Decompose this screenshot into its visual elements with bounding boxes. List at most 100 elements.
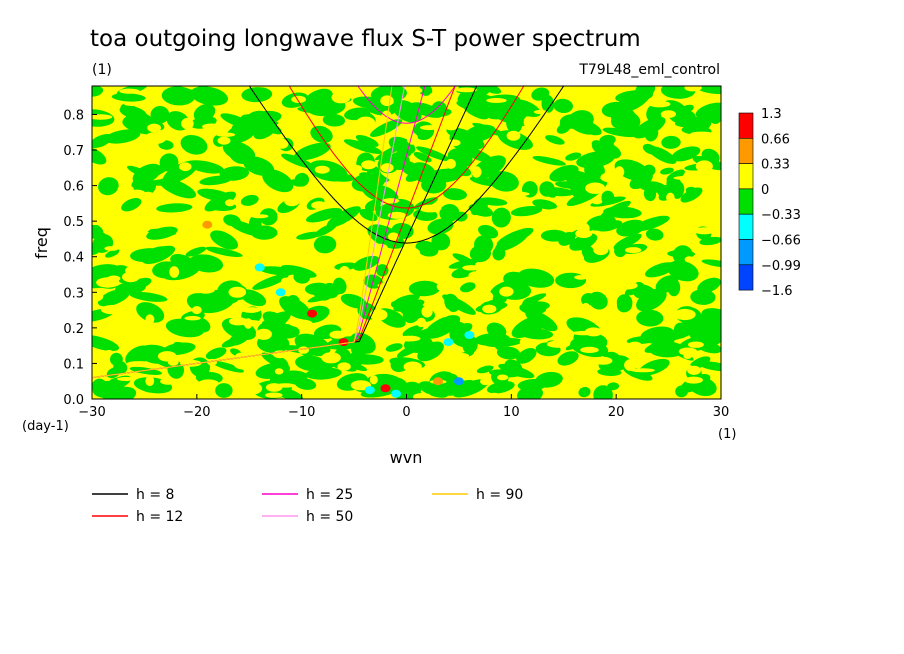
field-blob — [367, 224, 405, 249]
y-tick-label: 0.0 — [63, 393, 84, 408]
field-blob — [624, 247, 642, 254]
field-blob — [581, 293, 595, 306]
field-blob — [453, 378, 489, 398]
colorbar-swatch — [738, 138, 754, 164]
field-blob — [186, 160, 225, 174]
field-blob — [190, 86, 229, 106]
field-blob — [444, 123, 458, 131]
x-tick-label: −20 — [183, 405, 210, 420]
field-blob — [129, 291, 168, 302]
field-blob — [471, 166, 482, 178]
field-blob — [531, 87, 550, 101]
field-blob — [616, 281, 638, 290]
field-blob — [445, 352, 470, 360]
field-blob — [355, 134, 379, 147]
field-blob — [265, 383, 283, 392]
field-blob — [546, 340, 571, 348]
field-blob — [593, 385, 613, 399]
field-blob — [618, 126, 647, 135]
field-blob — [210, 230, 239, 250]
hotspot — [364, 386, 375, 395]
field-blob — [697, 277, 721, 293]
field-blob — [455, 234, 474, 244]
field-blob — [673, 364, 693, 370]
field-blob — [600, 172, 620, 183]
field-blob — [92, 133, 113, 149]
field-blob — [92, 147, 107, 165]
field-blob — [313, 235, 337, 254]
field-blob — [108, 390, 123, 399]
field-blob — [211, 360, 244, 373]
field-blob — [392, 100, 422, 123]
field-blob — [121, 198, 142, 212]
field-blob — [262, 169, 294, 193]
field-blob — [380, 95, 394, 106]
field-blob — [370, 86, 407, 104]
field-blob — [600, 285, 623, 296]
field-blob — [126, 361, 151, 367]
field-blob — [97, 288, 131, 307]
field-blob — [240, 289, 267, 307]
field-blob — [684, 256, 695, 263]
field-blob — [435, 307, 451, 318]
field-blob — [517, 268, 555, 288]
field-blob — [482, 304, 497, 314]
colorbar-swatch — [738, 239, 754, 266]
field-blob — [555, 272, 587, 289]
hotspot — [443, 338, 454, 347]
field-blob — [649, 336, 675, 351]
field-blob — [617, 260, 638, 269]
field-blob — [311, 201, 328, 210]
field-blob — [460, 282, 476, 293]
y-tick-label: 0.3 — [63, 286, 84, 301]
subtitle-left: (1) — [92, 62, 112, 78]
field-blob — [231, 121, 253, 140]
field-blob — [475, 292, 485, 301]
y-axis-label: freq — [32, 227, 51, 259]
colorbar-label: 0.33 — [761, 158, 790, 173]
field-blob — [215, 383, 233, 398]
legend-label: h = 25 — [306, 487, 353, 503]
y-tick-label: 0.4 — [63, 251, 84, 266]
field-blob — [160, 378, 177, 385]
field-blob — [506, 130, 521, 141]
field-blob — [387, 211, 407, 219]
field-blob — [442, 188, 467, 201]
hotspot — [280, 277, 291, 286]
field-blob — [491, 207, 511, 228]
legend: h = 8 h = 12 h = 25 h = 50 h = 90 — [92, 487, 523, 525]
field-blob — [364, 199, 381, 212]
field-blob — [431, 232, 451, 251]
field-blob — [624, 359, 637, 371]
field-blob — [284, 196, 300, 207]
field-blob — [628, 341, 642, 349]
legend-label: h = 50 — [306, 509, 353, 525]
field-blob — [436, 282, 448, 292]
field-blob — [100, 305, 124, 315]
field-blob — [519, 337, 530, 347]
field-blob — [535, 371, 563, 388]
field-blob — [524, 293, 547, 304]
field-blob — [212, 221, 223, 230]
field-blob — [420, 125, 439, 131]
field-blob — [376, 264, 389, 277]
field-blob — [644, 125, 659, 142]
field-blob — [147, 228, 176, 236]
field-blob — [223, 214, 241, 227]
field-blobs — [92, 86, 721, 399]
field-blob — [632, 215, 670, 232]
field-blob — [145, 375, 155, 387]
field-blob — [395, 383, 416, 399]
field-blob — [252, 273, 289, 290]
field-blob — [646, 103, 663, 123]
field-blob — [648, 100, 671, 108]
field-blob — [119, 88, 140, 94]
field-blob — [92, 335, 120, 352]
field-blob — [185, 246, 207, 257]
field-blob — [690, 131, 714, 137]
field-blob — [506, 191, 530, 197]
colorbar-label: 0.66 — [761, 132, 790, 147]
field-blob — [224, 199, 236, 207]
field-blob — [673, 308, 696, 321]
